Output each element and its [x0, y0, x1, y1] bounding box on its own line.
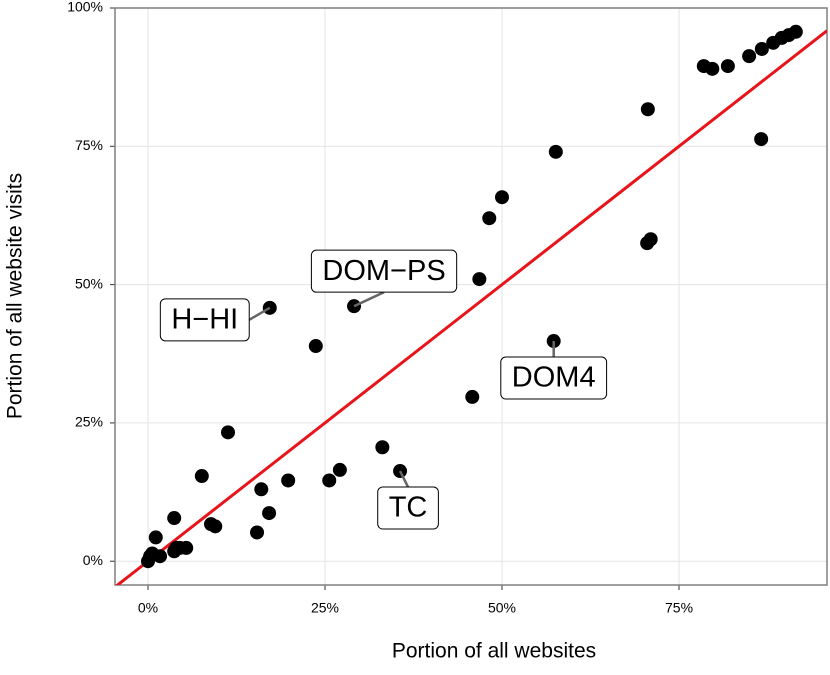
point [281, 473, 296, 488]
point [208, 519, 223, 534]
y-tick-label: 25% [75, 414, 103, 430]
point [742, 49, 757, 64]
point [640, 102, 655, 117]
annotation-leader [248, 306, 271, 321]
y-tick-label: 75% [75, 137, 103, 153]
point [179, 540, 194, 555]
plot-border [114, 7, 828, 586]
x-tick-label: 25% [311, 600, 339, 616]
annotation-leader [353, 291, 385, 308]
point [375, 440, 390, 455]
annotation-label: DOM−PS [322, 255, 445, 287]
point [720, 59, 735, 74]
annotation-label: TC [389, 492, 428, 524]
point [548, 144, 563, 159]
point [254, 482, 269, 497]
x-tick-label: 75% [665, 600, 693, 616]
y-tick-label: 0% [83, 552, 103, 568]
point [472, 272, 487, 287]
annotation-label: H−HI [171, 303, 238, 335]
x-tick-label: 50% [488, 600, 516, 616]
reference-line [115, 29, 827, 585]
annotation-box [500, 356, 608, 400]
point [250, 525, 265, 540]
y-tick-label: 50% [75, 275, 103, 291]
annotation: TC [377, 470, 439, 530]
point [148, 530, 163, 545]
point [262, 506, 277, 521]
point [167, 511, 182, 526]
annotation-leader [398, 470, 410, 488]
annotation: DOM−PS [310, 249, 458, 308]
point [482, 211, 497, 226]
annotation-box [159, 298, 250, 342]
x-tick-label: 0% [138, 600, 158, 616]
point [322, 473, 337, 488]
annotation-box [377, 486, 439, 530]
point [754, 41, 769, 56]
annotation: H−HI [159, 298, 271, 342]
y-tick-label: 100% [67, 0, 103, 15]
point [153, 549, 168, 564]
point [465, 389, 480, 404]
point [754, 132, 769, 147]
point [221, 425, 236, 440]
point [332, 462, 347, 477]
annotation: DOM4 [500, 341, 608, 400]
point [308, 339, 323, 354]
point [194, 469, 209, 484]
x-axis-title: Portion of all websites [392, 640, 596, 663]
point [495, 190, 510, 205]
annotation-label: DOM4 [512, 362, 596, 394]
y-axis-title: Portion of all website visits [4, 173, 27, 419]
point [788, 24, 803, 39]
annotation-box [310, 249, 458, 293]
point [643, 232, 658, 247]
point [705, 61, 720, 76]
